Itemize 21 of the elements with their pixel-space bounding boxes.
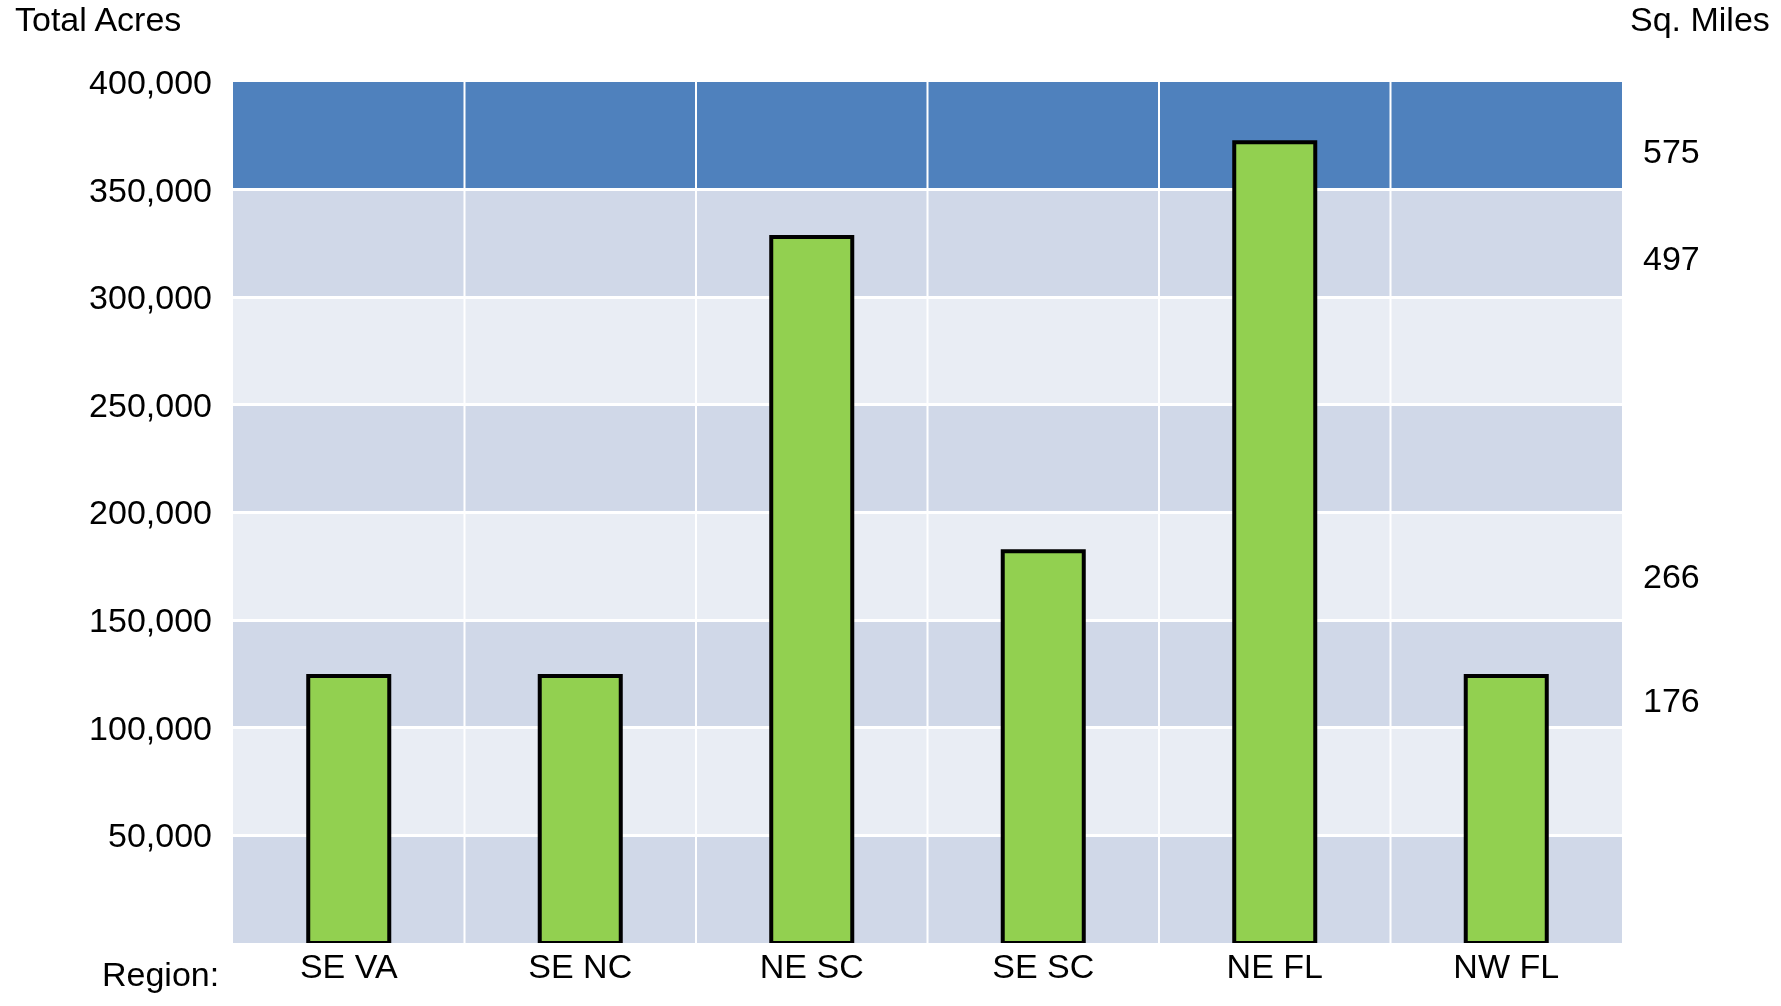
y-tick-label: 200,000 — [89, 493, 212, 532]
y-tick-label: 250,000 — [89, 385, 212, 424]
x-tick-label: SE SC — [992, 947, 1095, 985]
y2-tick-label: 266 — [1643, 557, 1700, 596]
y2-tick-label: 575 — [1643, 131, 1700, 170]
x-axis-title: Region: — [102, 955, 220, 993]
y2-tick-label: 497 — [1643, 239, 1700, 278]
y2-tick-label: 176 — [1643, 681, 1700, 720]
y-tick-label: 400,000 — [89, 62, 212, 101]
y2-axis-title: Sq. Miles — [1630, 0, 1770, 38]
y-axis-title: Total Acres — [15, 0, 182, 38]
y-tick-label: 300,000 — [89, 278, 212, 317]
y-tick-label: 50,000 — [108, 816, 212, 855]
x-tick-label: NW FL — [1453, 947, 1560, 985]
y-tick-label: 350,000 — [89, 170, 212, 209]
x-tick-label: NE SC — [759, 947, 864, 985]
y-tick-label: 100,000 — [89, 708, 212, 747]
x-tick-label: SE NC — [528, 947, 633, 985]
x-tick-label: SE VA — [299, 947, 398, 985]
y-tick-label: 150,000 — [89, 601, 212, 640]
x-tick-label: NE FL — [1226, 947, 1323, 985]
